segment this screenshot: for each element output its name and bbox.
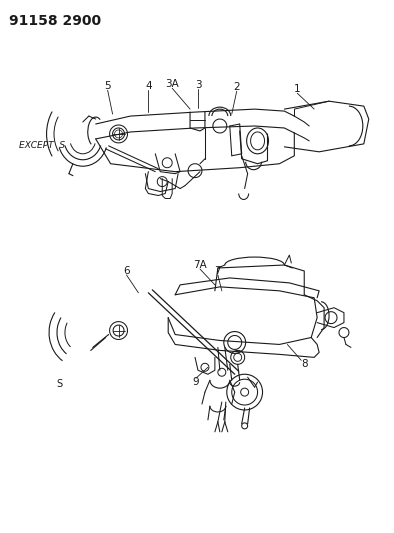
Text: 2: 2: [233, 82, 240, 92]
Text: 6: 6: [123, 266, 130, 276]
Text: 3: 3: [195, 80, 201, 90]
Text: 1: 1: [294, 84, 301, 94]
Text: 7A: 7A: [193, 260, 207, 270]
Text: 7: 7: [215, 266, 221, 276]
Text: EXCEPT  S: EXCEPT S: [19, 141, 65, 150]
Text: 4: 4: [145, 81, 152, 91]
Text: 91158 2900: 91158 2900: [9, 14, 102, 28]
Text: 9: 9: [193, 377, 199, 387]
Text: 5: 5: [104, 81, 111, 91]
Text: 3A: 3A: [165, 79, 179, 90]
Text: S: S: [56, 379, 62, 389]
Text: 8: 8: [301, 359, 308, 369]
